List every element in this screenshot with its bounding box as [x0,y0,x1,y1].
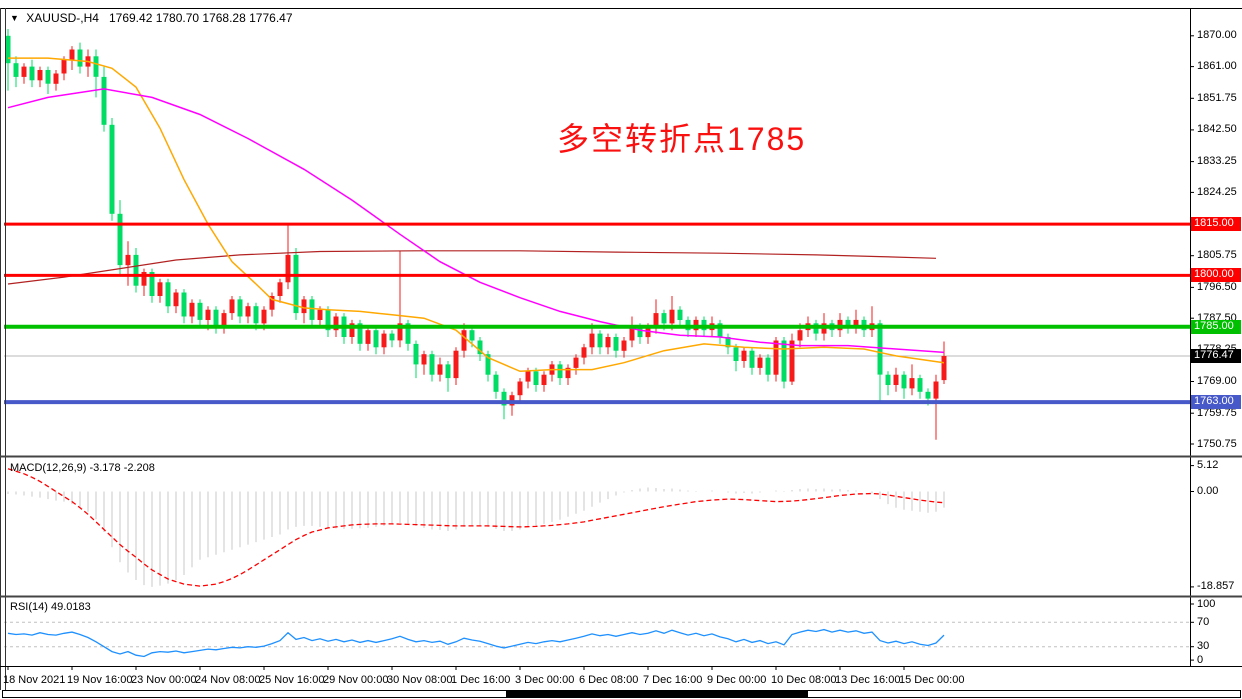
chart-text-annotation[interactable]: 多空转折点1785 [557,121,807,157]
bottom-window-edge-right [807,690,1241,698]
price-level-badge: 1800.00 [1191,268,1241,282]
time-tick-label: 23 Nov 00:00 [131,674,197,686]
rsi-indicator-label: RSI(14) 49.0183 [10,601,91,613]
price-tick-label: 1833.25 [1197,155,1237,167]
macd-histogram [7,487,945,587]
macd-signal-line [7,468,945,587]
time-tick-label: 3 Dec 00:00 [515,674,575,686]
time-tick-label: 6 Dec 08:00 [579,674,639,686]
time-tick-label: 15 Dec 00:00 [899,674,965,686]
rsi-tick-label: 100 [1197,598,1216,610]
bottom-window-edge-middle [507,690,807,698]
rsi-tick-label: 70 [1197,616,1210,628]
rsi-tick-label: 30 [1197,640,1210,652]
time-tick-label: 25 Nov 16:00 [259,674,325,686]
price-tick-label: 1861.00 [1197,60,1237,72]
macd-tick-label: -18.857 [1197,580,1235,592]
price-tick-label: 1870.00 [1197,29,1237,41]
macd-tick-label: 5.12 [1197,459,1219,471]
price-level-badge: 1815.00 [1191,217,1241,231]
symbol-dropdown-icon[interactable]: ▼ [10,13,19,23]
time-tick-label: 9 Dec 00:00 [707,674,767,686]
time-tick-label: 18 Nov 2021 [3,674,66,686]
panel-borders [0,8,1242,690]
price-tick-label: 1851.75 [1197,92,1237,104]
time-tick-label: 29 Nov 00:00 [323,674,389,686]
ohlc-values: 1769.42 1780.70 1768.28 1776.47 [108,11,293,25]
time-tick-label: 24 Nov 08:00 [195,674,261,686]
bottom-window-edge-left [2,690,507,698]
ma-line-darkred [7,250,937,285]
time-tick-label: 13 Dec 16:00 [835,674,901,686]
time-tick-label: 1 Dec 16:00 [451,674,511,686]
price-tick-label: 1769.00 [1197,375,1237,387]
rsi-tick-label: 0 [1197,654,1204,666]
symbol-period-label: XAUUSD-,H4 [26,11,99,25]
chart-title: ▼ XAUUSD-,H4 1769.42 1780.70 1768.28 177… [10,11,293,25]
time-tick-label: 19 Nov 16:00 [67,674,133,686]
price-level-badge: 1763.00 [1191,395,1241,409]
price-tick-label: 1759.75 [1197,407,1237,419]
time-tick-label: 7 Dec 16:00 [643,674,703,686]
price-level-badge: 1785.00 [1191,320,1241,334]
rsi-line [7,628,945,658]
price-tick-label: 1750.75 [1197,438,1237,450]
price-tick-label: 1824.25 [1197,186,1237,198]
macd-indicator-label: MACD(12,26,9) -3.178 -2.208 [10,462,155,474]
price-level-badge: 1776.47 [1191,349,1241,363]
ma-line-magenta [7,88,945,354]
price-tick-label: 1842.50 [1197,123,1237,135]
time-tick-label: 30 Nov 08:00 [387,674,453,686]
macd-tick-label: 0.00 [1197,485,1219,497]
time-tick-label: 10 Dec 08:00 [771,674,837,686]
price-tick-label: 1805.75 [1197,249,1237,261]
ma-line-orange [8,57,945,373]
resistance-lines[interactable] [4,222,1190,277]
price-tick-label: 1796.50 [1197,281,1237,293]
